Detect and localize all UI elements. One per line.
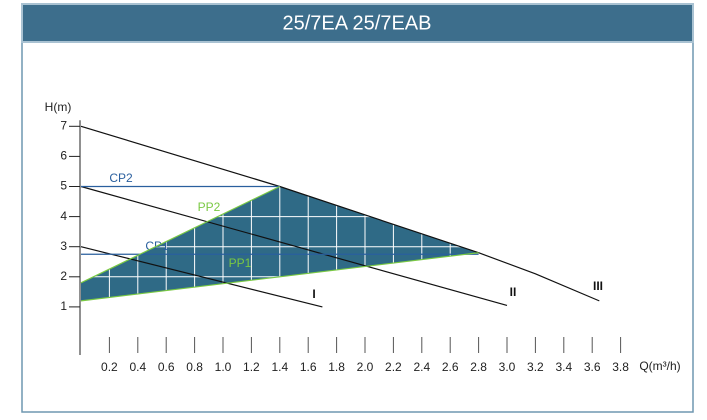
curve-label: CP2: [109, 171, 133, 185]
x-tick-label: 0.8: [186, 360, 203, 374]
curve: [80, 185, 281, 284]
y-axis-label: H(m): [45, 100, 72, 114]
curve-label: III: [593, 279, 603, 293]
y-tick-label: 1: [60, 299, 67, 313]
y-tick-label: 3: [60, 239, 67, 253]
x-tick-label: 3.4: [555, 360, 572, 374]
y-tick-label: 7: [60, 118, 67, 132]
y-tick-label: 2: [60, 269, 67, 283]
x-tick-label: 2.0: [357, 360, 374, 374]
y-tick-label: 6: [60, 149, 67, 163]
y-tick-label: 5: [60, 179, 67, 193]
curve: [80, 246, 323, 308]
x-tick-label: 0.2: [101, 360, 118, 374]
x-tick-label: 0.6: [158, 360, 175, 374]
x-tick-label: 2.6: [442, 360, 459, 374]
x-tick-label: 1.8: [328, 360, 345, 374]
x-tick-label: 0.4: [129, 360, 146, 374]
curve-label: PP1: [229, 256, 252, 270]
x-tick-label: 1.4: [271, 360, 288, 374]
curve-label: PP2: [198, 200, 221, 214]
x-tick-label: 1.2: [243, 360, 260, 374]
curve: [80, 252, 479, 302]
x-tick-label: 1.6: [300, 360, 317, 374]
x-tick-label: 3.6: [584, 360, 601, 374]
x-tick-label: 2.2: [385, 360, 402, 374]
header-bar: [21, 3, 694, 43]
curve: [80, 185, 508, 306]
x-tick-label: 1.0: [215, 360, 232, 374]
x-tick-label: 3.2: [527, 360, 544, 374]
x-tick-label: 2.8: [470, 360, 487, 374]
x-tick-label: 3.8: [612, 360, 629, 374]
x-tick-label: 3.0: [499, 360, 516, 374]
curve-label: II: [510, 285, 517, 299]
chart-title: 25/7EA 25/7EAB: [282, 12, 431, 34]
x-axis-label: Q(m³/h): [639, 359, 680, 373]
y-tick-label: 4: [60, 209, 67, 223]
x-tick-label: 2.4: [413, 360, 430, 374]
curve-label: I: [312, 287, 315, 301]
